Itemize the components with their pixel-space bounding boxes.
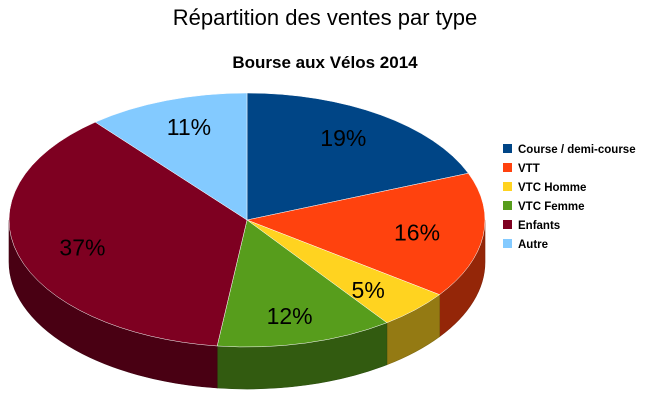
data-label-course-demi-course: 19% <box>320 125 366 151</box>
legend-swatch-vtt <box>503 163 512 172</box>
data-label-enfants: 37% <box>59 235 105 261</box>
legend-swatch-course-demi-course <box>503 144 512 153</box>
legend-swatch-vtc-homme <box>503 182 512 191</box>
pie-slices <box>8 92 486 348</box>
legend-label-course-demi-course: Course / demi-course <box>518 144 636 156</box>
slice-vtc-femme <box>216 219 388 348</box>
legend-swatch-vtc-femme <box>503 201 512 210</box>
slice-course-demi-course <box>246 92 469 221</box>
legend-swatch-autre <box>503 239 512 248</box>
legend: Course / demi-course VTT VTC Homme VTC Femm… <box>503 144 636 251</box>
data-label-autre: 11% <box>167 114 211 140</box>
slice-enfants <box>8 121 248 347</box>
data-label-vtc-femme: 12% <box>267 303 313 329</box>
legend-label-vtc-homme: VTC Homme <box>518 182 586 194</box>
legend-label-vtt: VTT <box>518 163 540 175</box>
slice-labels: 19% 16% 5% 12% 37% 11% <box>59 114 440 329</box>
chart-title: Répartition des ventes par type <box>173 5 478 30</box>
legend-label-autre: Autre <box>518 239 548 251</box>
legend-label-enfants: Enfants <box>518 220 560 232</box>
slice-vtt <box>246 172 486 295</box>
legend-label-vtc-femme: VTC Femme <box>518 201 584 213</box>
chart-subtitle: Bourse aux Vélos 2014 <box>232 53 418 72</box>
legend-swatch-enfants <box>503 220 512 229</box>
data-label-vtt: 16% <box>394 219 440 245</box>
data-label-vtc-homme: 5% <box>352 277 385 303</box>
slice-autre <box>95 92 248 221</box>
